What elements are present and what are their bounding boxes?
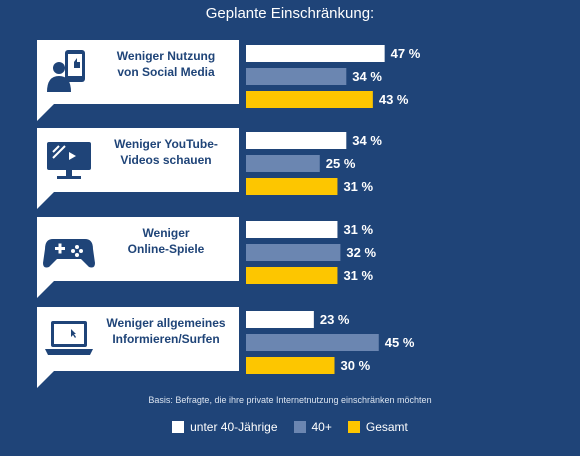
chart-title: Geplante Einschränkung: — [205, 5, 375, 22]
data-label-40-0: 34 % — [352, 69, 382, 84]
category-label-0: Weniger Nutzung von Social Media — [116, 49, 216, 79]
data-label-gesamt-0: 43 % — [378, 92, 409, 107]
data-label-40-2: 32 % — [346, 245, 377, 260]
category-box-2: Weniger Online-Spiele — [37, 217, 239, 298]
data-label-unter-40-j-hrige-3: 23 % — [319, 312, 350, 327]
bar-40-1 — [246, 155, 320, 172]
legend-swatch-40-plus — [293, 421, 306, 433]
legend-label-total: Gesamt — [365, 420, 408, 434]
bar-unter-40-j-hrige-3 — [246, 311, 314, 328]
data-label-40-1: 25 % — [325, 156, 356, 171]
speech-tail — [37, 371, 54, 388]
category-box-3: Weniger allgemeines Informieren/Surfen — [37, 307, 239, 388]
bar-unter-40-j-hrige-2 — [246, 221, 338, 238]
legend-item-total: Gesamt — [347, 420, 408, 434]
data-label-unter-40-j-hrige-1: 34 % — [352, 133, 382, 148]
data-label-40-3: 45 % — [384, 335, 415, 350]
bar-40-0 — [246, 68, 347, 85]
laptop-icon — [43, 313, 95, 365]
speech-tail — [37, 104, 54, 121]
category-box-1: Weniger YouTube- Videos schauen — [37, 128, 239, 209]
legend: unter 40-Jährige 40+ Gesamt — [0, 420, 580, 434]
gamepad-icon — [43, 223, 95, 275]
data-label-gesamt-3: 30 % — [340, 358, 371, 373]
legend-label-40-plus: 40+ — [311, 420, 332, 434]
bar-gesamt-1 — [246, 178, 338, 195]
bar-gesamt-0 — [246, 91, 373, 108]
data-label-unter-40-j-hrige-0: 47 % — [390, 46, 421, 61]
legend-swatch-under-40 — [172, 421, 185, 433]
bar-40-3 — [246, 334, 379, 351]
data-label-gesamt-1: 31 % — [343, 179, 374, 194]
bar-gesamt-3 — [246, 357, 335, 374]
speech-tail — [37, 281, 54, 298]
basis-note: Basis: Befragte, die ihre private Intern… — [148, 395, 432, 405]
video-screen-icon — [43, 134, 95, 186]
bar-40-2 — [246, 244, 341, 261]
legend-item-under-40: unter 40-Jährige — [172, 420, 278, 434]
data-label-gesamt-2: 31 % — [343, 268, 374, 283]
bar-gesamt-2 — [246, 267, 338, 284]
category-label-2: Weniger Online-Spiele — [127, 226, 205, 256]
legend-label-under-40: unter 40-Jährige — [190, 420, 278, 434]
bar-unter-40-j-hrige-1 — [246, 132, 347, 149]
category-label-1: Weniger YouTube- Videos schauen — [114, 137, 218, 167]
legend-swatch-total — [347, 421, 360, 433]
category-box-0: Weniger Nutzung von Social Media — [37, 40, 239, 121]
bar-unter-40-j-hrige-0 — [246, 45, 385, 62]
speech-tail — [37, 192, 54, 209]
category-label-3: Weniger allgemeines Informieren/Surfen — [106, 316, 226, 346]
legend-item-40-plus: 40+ — [293, 420, 332, 434]
data-label-unter-40-j-hrige-2: 31 % — [343, 222, 374, 237]
social-media-user-icon — [43, 46, 95, 98]
